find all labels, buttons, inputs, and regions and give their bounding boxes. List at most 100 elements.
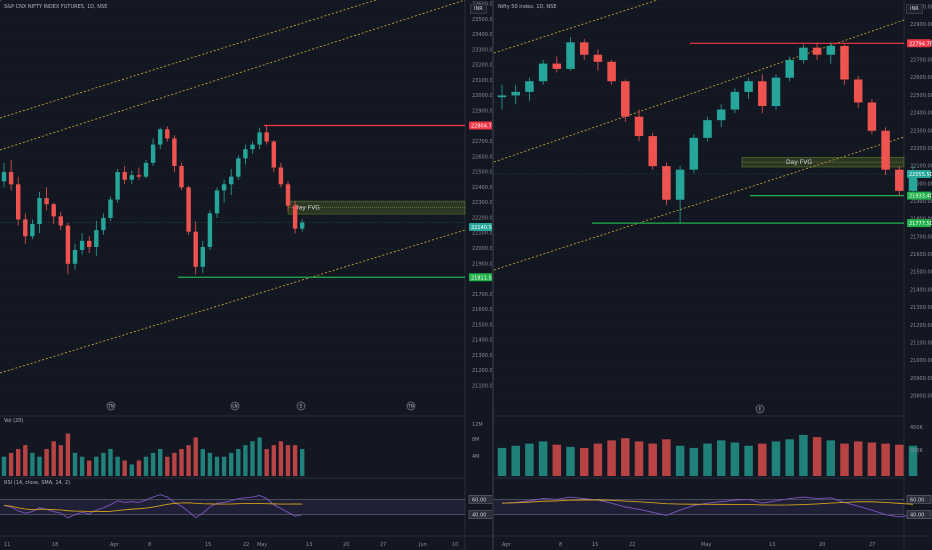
y-tick-label: 23200.00 — [472, 63, 494, 69]
rsi-sma-line — [501, 499, 914, 506]
volume-bar — [271, 445, 277, 476]
volume-bar — [689, 447, 699, 476]
volume-bar — [143, 456, 149, 476]
left-chart-canvas[interactable]: 21100.00 21200.00 21300.00 21400.00 21500.00… — [0, 0, 494, 550]
left-rsi-label: RSI (14, close, SMA, 14, 2) — [4, 480, 71, 486]
x-tick-label: 15 — [592, 542, 598, 548]
x-tick-label: 13 — [769, 542, 775, 548]
volume-bar — [675, 445, 685, 476]
volume-bar — [785, 439, 794, 476]
volume-bar — [236, 449, 241, 476]
candle-body — [179, 165, 184, 188]
volume-bar — [552, 444, 562, 476]
event-marker-icon — [406, 401, 416, 411]
volume-bar — [186, 445, 191, 476]
volume-bar — [193, 437, 198, 476]
volume-bar — [129, 464, 135, 476]
price-label-green: 21933.40 — [909, 194, 932, 200]
y-tick-label: 22000.00 — [472, 246, 494, 252]
fvg-label: Day FVG — [294, 205, 320, 212]
candle-body — [648, 136, 657, 167]
candle-body — [895, 169, 904, 191]
candle-body — [221, 184, 227, 191]
candle-body — [593, 54, 603, 62]
y-tick-label: 22900.00 — [472, 108, 494, 114]
left-chart-title: S&P CNX NIFTY INDEX FUTURES, 1D, NSE — [4, 4, 108, 10]
y-tick-label: 21600.00 — [910, 252, 932, 258]
x-tick-label: May — [701, 542, 711, 548]
volume-bar — [264, 449, 269, 476]
price-label-red: 22794.70 — [909, 41, 932, 47]
volume-bar — [292, 445, 298, 476]
candle-body — [716, 109, 726, 121]
candle-body — [299, 222, 305, 229]
volume-bar — [579, 447, 589, 476]
y-tick-label: 22600.00 — [910, 75, 932, 81]
volume-bar — [101, 452, 106, 476]
candle-body — [65, 225, 71, 264]
volume-bar — [65, 433, 71, 476]
volume-bar — [716, 440, 726, 476]
rsi-level-label: 40.00 — [472, 513, 486, 519]
candle-body — [37, 198, 42, 225]
volume-bar — [826, 440, 836, 476]
candle-body — [607, 61, 616, 82]
volume-bar — [511, 445, 520, 476]
candle-body — [15, 184, 21, 220]
right-currency-badge[interactable]: INR — [906, 4, 923, 14]
x-tick-label: Jun — [418, 542, 427, 548]
x-tick-label: 11 — [4, 542, 10, 548]
rsi-level-label: 60.00 — [472, 497, 486, 503]
y-tick-label: 21200.00 — [910, 323, 932, 329]
left-currency-badge[interactable]: INR — [470, 4, 487, 14]
x-tick-label: 20 — [343, 542, 349, 548]
y-tick-label: 22100.00 — [472, 231, 494, 237]
right-chart-canvas[interactable]: 20800.00 20900.00 21000.00 21100.00 21200.00… — [494, 0, 932, 550]
candle-body — [136, 175, 142, 177]
volume-bar — [150, 452, 156, 476]
volume-bar — [172, 452, 177, 476]
volume-bar — [8, 452, 14, 476]
candle-body — [8, 172, 14, 185]
volume-bar — [94, 456, 99, 476]
candle-body — [703, 120, 712, 138]
candle-body — [908, 174, 918, 191]
right-chart-pane[interactable]: 20800.00 20900.00 21000.00 21100.00 21200.00… — [494, 0, 932, 550]
volume-bar — [812, 437, 822, 476]
left-chart-pane[interactable]: 21100.00 21200.00 21300.00 21400.00 21500.00… — [0, 0, 494, 550]
y-tick-label: 22300.00 — [472, 200, 494, 206]
y-tick-label: 21700.00 — [910, 234, 932, 240]
volume-bar — [179, 449, 184, 476]
candle-body — [497, 95, 507, 98]
candle-body — [675, 169, 685, 200]
volume-bar — [86, 460, 92, 476]
candle-body — [689, 137, 699, 170]
candle-body — [662, 166, 671, 200]
volume-bar — [157, 449, 163, 476]
volume-bar — [115, 456, 120, 476]
candle-body — [207, 213, 213, 247]
volume-bar — [285, 445, 291, 476]
y-tick-label: 21500.00 — [910, 270, 932, 276]
rsi-line — [3, 494, 303, 519]
candle-body — [511, 91, 520, 96]
volume-bar — [1, 456, 7, 476]
volume-bar — [58, 445, 64, 476]
volume-bar — [497, 447, 507, 476]
x-tick-label: 8 — [148, 542, 151, 548]
candle-body — [108, 199, 113, 218]
candle-body — [271, 141, 277, 168]
candle-body — [122, 172, 127, 180]
candle-body — [236, 158, 241, 177]
volume-bar — [566, 446, 575, 476]
y-tick-label: 22700.00 — [910, 58, 932, 64]
volume-bar — [44, 449, 49, 476]
candle-body — [243, 149, 248, 159]
price-label-last-bg — [907, 170, 931, 179]
x-tick-label: 8 — [559, 542, 562, 548]
y-tick-label: 22500.00 — [472, 170, 494, 176]
volume-bar — [278, 441, 284, 476]
candle-body — [257, 132, 262, 145]
pane-divider[interactable] — [492, 0, 494, 550]
candle-body — [867, 102, 877, 131]
